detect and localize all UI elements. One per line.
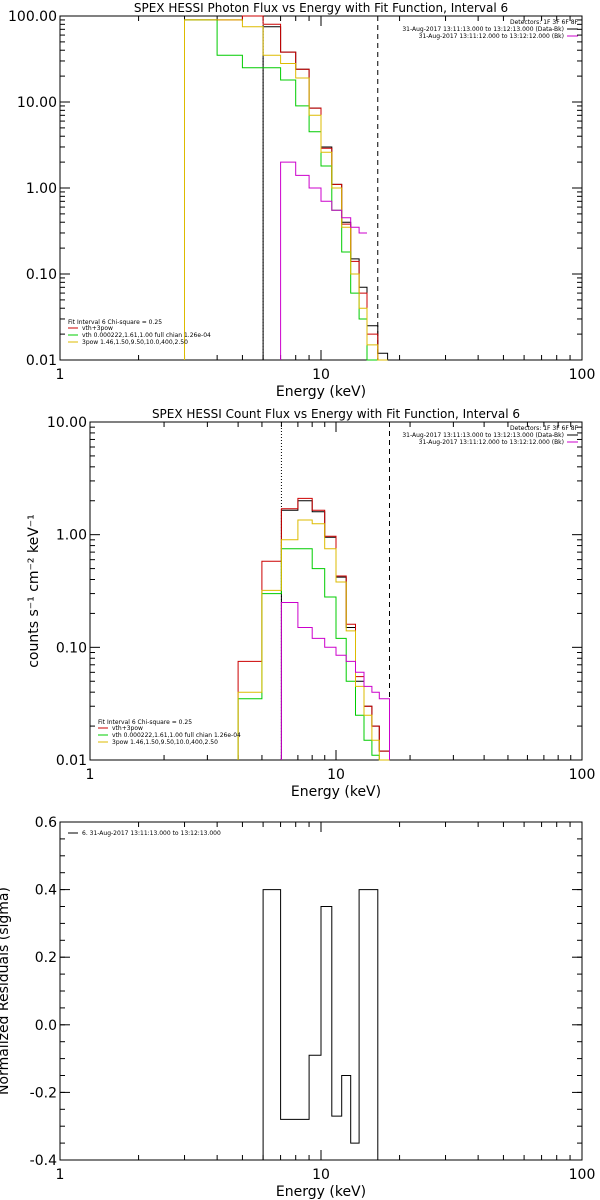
x-tick-label: 100 — [569, 1167, 596, 1183]
chart-title: SPEX HESSI Photon Flux vs Energy with Fi… — [134, 1, 508, 15]
series-6-31-aug-2017-13-11-13-000-to-13-12-13-000 — [262, 889, 379, 1160]
series-vth-3pow — [237, 497, 390, 760]
legend-entry-bk: 31-Aug-2017 13:11:12.000 to 13:12:12.000… — [419, 439, 564, 446]
y-tick-label: 0.10 — [26, 267, 57, 283]
y-axis-label: Normalized Residuals (sigma) — [0, 887, 12, 1095]
series-vth — [237, 548, 390, 761]
legend-component-3: 3pow 1.46,1.50,9.50,10.0,400,2.50 — [112, 739, 218, 746]
y-tick-label: 0.6 — [35, 815, 57, 831]
legend-component-1: vth+3pow — [112, 725, 143, 732]
y-tick-label: 1.00 — [56, 528, 87, 544]
x-tick-label: 100 — [569, 367, 596, 383]
x-tick-label: 10 — [312, 1167, 330, 1183]
series-3pow — [237, 519, 390, 761]
y-tick-label: -0.4 — [30, 1153, 57, 1169]
x-tick-label: 1 — [86, 767, 95, 783]
x-tick-label: 10 — [327, 767, 345, 783]
y-tick-label: 0.0 — [35, 1018, 57, 1034]
y-tick-label: 0.2 — [35, 950, 57, 966]
y-tick-label: 0.01 — [56, 753, 87, 769]
series-bk — [280, 161, 367, 360]
x-axis-label: Energy (keV) — [276, 1184, 366, 1200]
x-tick-label: 1 — [56, 367, 65, 383]
chart-title: SPEX HESSI Count Flux vs Energy with Fit… — [152, 407, 520, 421]
legend-entry-bk: 31-Aug-2017 13:11:12.000 to 13:12:12.000… — [419, 33, 564, 40]
legend-component-2: vth 0.000222,1.61,1.00 full chian 1.26e-… — [112, 732, 241, 739]
y-tick-label: 0.4 — [35, 883, 57, 899]
legend-entry-data-bk: 31-Aug-2017 13:11:13.000 to 13:12:13.000… — [402, 26, 564, 33]
series-data-bk — [262, 26, 389, 360]
plot-frame-2 — [89, 421, 583, 761]
x-axis-label: Energy (keV) — [291, 784, 381, 800]
legend-component-2: vth 0.000222,1.61,1.00 full chian 1.26e-… — [82, 332, 211, 339]
legend-detectors: Detectors: 1F 3F 6F 8F — [510, 425, 579, 432]
y-axis-label: counts s⁻¹ cm⁻² keV⁻¹ — [26, 514, 42, 668]
y-tick-label: -0.2 — [30, 1085, 57, 1101]
series-3pow — [184, 19, 388, 361]
x-tick-label: 10 — [312, 367, 330, 383]
series-vth — [184, 19, 388, 361]
y-tick-label: 1.00 — [26, 181, 57, 197]
legend-residual-interval: 6. 31-Aug-2017 13:11:13.000 to 13:12:13.… — [82, 830, 221, 837]
legend-fit-interval: Fit Interval 6 Chi-square = 0.25 — [68, 319, 162, 326]
x-tick-label: 100 — [569, 767, 596, 783]
legend-detectors: Detectors: 1F 3F 6F 8F — [510, 19, 579, 26]
series-bk — [280, 602, 390, 760]
legend-component-1: vth+3pow — [82, 325, 113, 332]
y-tick-label: 0.01 — [26, 353, 57, 369]
legend-fit-interval: Fit Interval 6 Chi-square = 0.25 — [98, 719, 192, 726]
legend-component-3: 3pow 1.46,1.50,9.50,10.0,400,2.50 — [82, 339, 188, 346]
y-tick-label: 10.00 — [17, 95, 57, 111]
x-axis-label: Energy (keV) — [276, 384, 366, 400]
x-tick-label: 1 — [56, 1167, 65, 1183]
y-tick-label: 10.00 — [47, 415, 87, 431]
y-tick-label: 0.10 — [56, 640, 87, 656]
y-tick-label: 100.00 — [8, 9, 57, 25]
legend-entry-data-bk: 31-Aug-2017 13:11:13.000 to 13:12:13.000… — [402, 432, 564, 439]
series-vth-3pow — [184, 15, 388, 361]
